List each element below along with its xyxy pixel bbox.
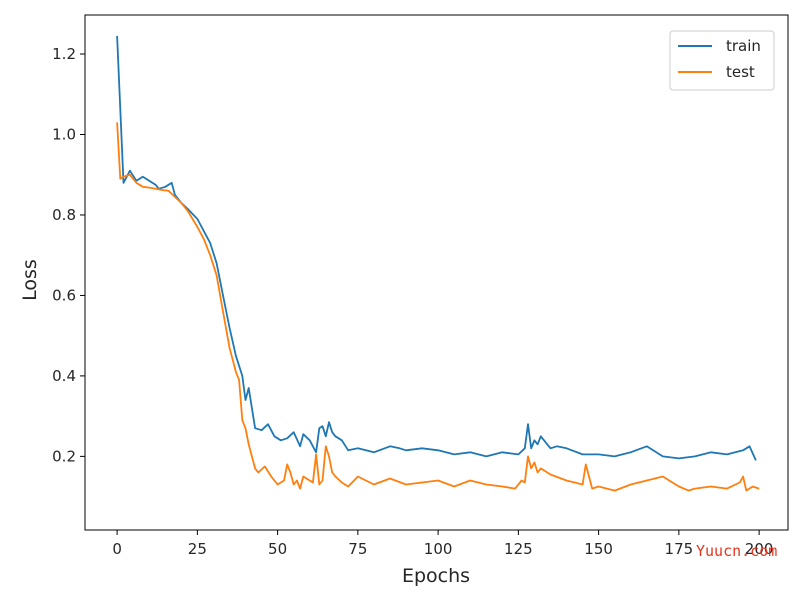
y-tick-label: 1.2 bbox=[52, 45, 76, 63]
y-axis-label: Loss bbox=[19, 259, 41, 301]
y-tick-label: 0.6 bbox=[52, 286, 76, 304]
x-tick-label: 75 bbox=[348, 540, 367, 558]
x-tick-label: 150 bbox=[584, 540, 613, 558]
series-layer bbox=[116, 35, 760, 492]
legend-label-test: test bbox=[726, 63, 755, 81]
x-axis: 0 25 50 75 100 125 150 175 200 bbox=[112, 530, 773, 558]
legend-label-train: train bbox=[726, 37, 761, 55]
x-tick-label: 0 bbox=[112, 540, 122, 558]
y-tick-label: 0.4 bbox=[52, 367, 76, 385]
x-tick-label: 200 bbox=[745, 540, 774, 558]
y-axis: 0.2 0.4 0.6 0.8 1.0 1.2 bbox=[52, 45, 85, 465]
x-tick-label: 125 bbox=[504, 540, 533, 558]
x-tick-label: 25 bbox=[188, 540, 207, 558]
x-tick-label: 100 bbox=[424, 540, 453, 558]
x-tick-label: 175 bbox=[665, 540, 694, 558]
x-axis-label: Epochs bbox=[402, 565, 470, 587]
plot-area bbox=[85, 15, 788, 530]
y-tick-label: 1.0 bbox=[52, 125, 76, 143]
y-tick-label: 0.2 bbox=[52, 447, 76, 465]
series-line-train bbox=[116, 35, 757, 461]
series-line-test bbox=[116, 122, 760, 492]
axes-frame bbox=[84, 14, 789, 531]
x-tick-label: 50 bbox=[268, 540, 287, 558]
legend: train test bbox=[669, 30, 775, 91]
y-tick-label: 0.8 bbox=[52, 206, 76, 224]
watermark-text: Yuucn.com bbox=[696, 542, 777, 560]
